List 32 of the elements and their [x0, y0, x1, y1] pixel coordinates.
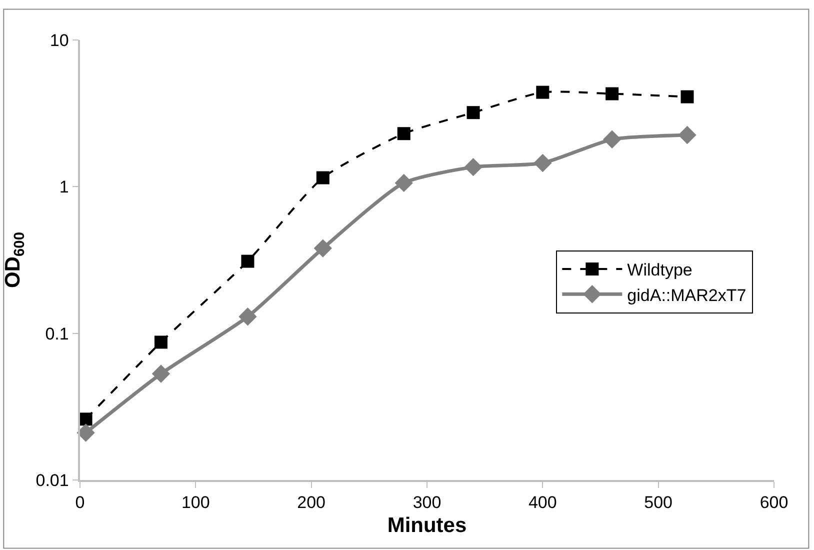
point: [466, 106, 480, 120]
point: [314, 239, 332, 258]
point: [534, 154, 552, 172]
point: [394, 174, 413, 192]
point: [79, 412, 92, 426]
point: [536, 86, 550, 99]
x-axis-title: Minutes: [387, 514, 467, 537]
y-tick-label: 1: [59, 178, 69, 197]
point: [464, 158, 482, 176]
point: [678, 126, 696, 144]
point: [602, 130, 622, 149]
x-tick-label: 100: [181, 493, 210, 512]
y-tick-label: 10: [50, 30, 69, 50]
x-tick-label: 0: [75, 493, 85, 512]
x-tick-label: 300: [412, 493, 442, 512]
point: [397, 127, 410, 140]
x-tick-label: 200: [297, 493, 326, 512]
legend-label: Wildtype: [627, 260, 692, 280]
x-tick-label: 400: [528, 493, 557, 512]
point: [241, 254, 254, 268]
point: [238, 308, 257, 326]
y-tick-label: 0.1: [45, 324, 69, 344]
point: [154, 336, 168, 349]
point: [76, 424, 95, 442]
point: [606, 87, 619, 100]
point: [152, 364, 170, 383]
x-tick-label: 500: [644, 493, 673, 512]
legend-label: gidA::MAR2xT7: [627, 286, 746, 305]
point: [680, 90, 694, 104]
x-tick-label: 600: [760, 493, 788, 512]
y-tick-label: 0.01: [36, 470, 69, 490]
point: [316, 171, 330, 184]
